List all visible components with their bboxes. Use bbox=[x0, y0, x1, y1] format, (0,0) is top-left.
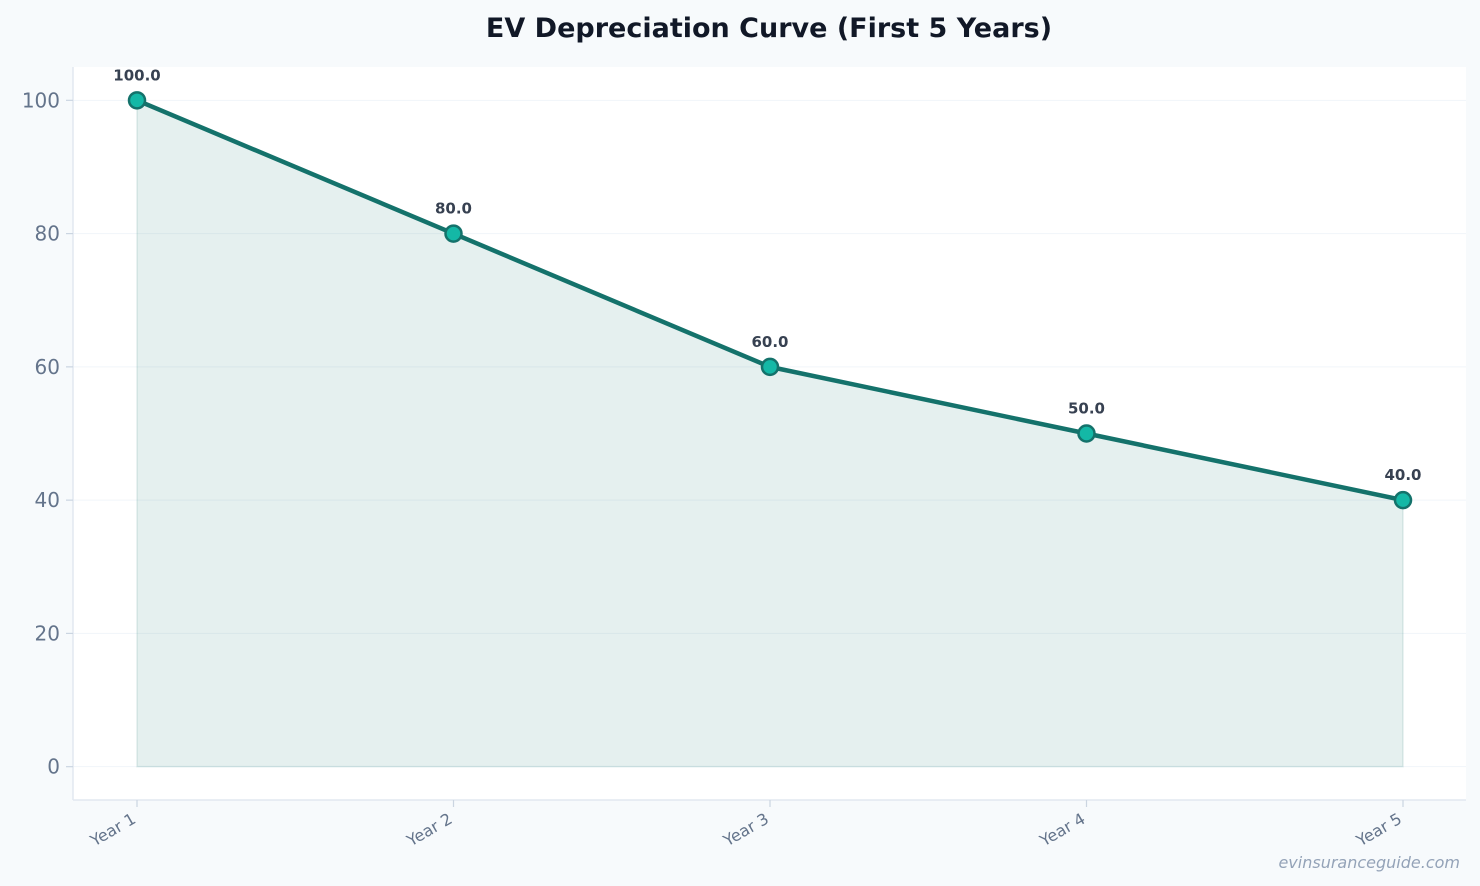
y-tick-label: 20 bbox=[35, 621, 60, 645]
data-point bbox=[760, 357, 780, 377]
x-tick-label: Year 2 bbox=[403, 809, 456, 851]
y-tick-label: 0 bbox=[47, 755, 60, 779]
data-label: 50.0 bbox=[1068, 400, 1105, 418]
x-tick-label: Year 4 bbox=[1036, 809, 1089, 851]
y-tick-label: 60 bbox=[35, 355, 60, 379]
y-tick-label: 40 bbox=[35, 488, 60, 512]
data-point bbox=[1077, 424, 1096, 443]
data-label: 60.0 bbox=[751, 333, 788, 351]
data-points bbox=[127, 91, 1413, 510]
data-labels: 100.0 80.0 60.0 50.0 40.0 bbox=[113, 66, 1421, 484]
data-label: 40.0 bbox=[1384, 466, 1421, 484]
x-tick-label: Year 3 bbox=[719, 809, 772, 851]
x-tick-label: Year 5 bbox=[1352, 809, 1405, 851]
y-tick-label: 100 bbox=[22, 88, 60, 112]
chart-title: EV Depreciation Curve (First 5 Years) bbox=[486, 13, 1052, 44]
watermark: evinsuranceguide.com bbox=[1278, 853, 1460, 872]
data-point bbox=[127, 91, 147, 110]
data-label: 100.0 bbox=[113, 66, 160, 84]
x-tick-label: Year 1 bbox=[86, 809, 139, 851]
data-point bbox=[444, 224, 463, 243]
x-ticks: Year 1 Year 2 Year 3 Year 4 Year 5 bbox=[86, 800, 1405, 851]
data-label: 80.0 bbox=[435, 200, 472, 218]
data-point bbox=[1393, 490, 1413, 510]
plot-background bbox=[73, 67, 1466, 800]
y-ticks: 0 20 40 60 80 100 bbox=[22, 88, 73, 779]
y-tick-label: 80 bbox=[35, 222, 60, 246]
